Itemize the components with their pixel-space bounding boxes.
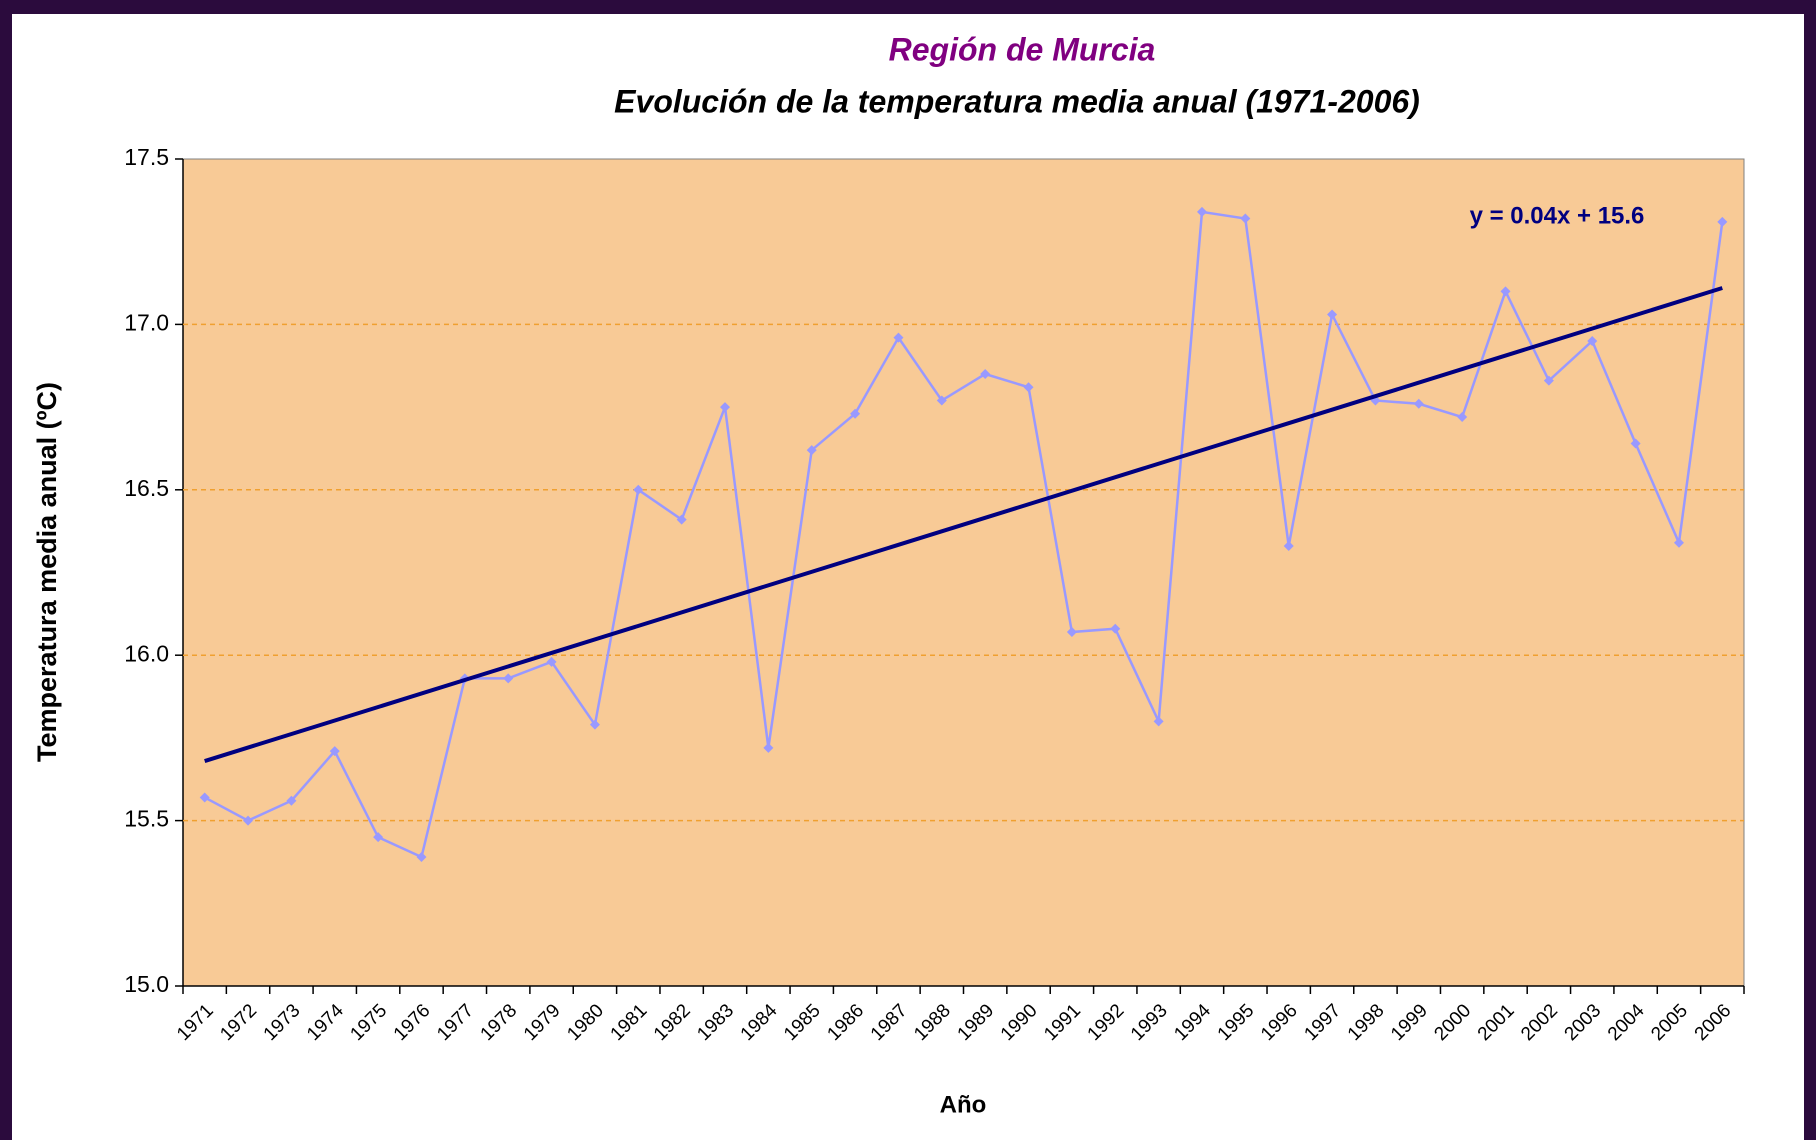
data-point bbox=[1457, 412, 1468, 423]
chart-subtitle: Evolución de la temperatura media anual … bbox=[614, 83, 1420, 119]
data-point bbox=[286, 795, 297, 806]
data-point bbox=[980, 369, 991, 380]
data-point bbox=[1023, 382, 1034, 393]
data-point bbox=[329, 746, 340, 757]
y-tick-label: 16.5 bbox=[124, 475, 169, 501]
data-point bbox=[503, 673, 514, 684]
data-point bbox=[936, 395, 947, 406]
data-point bbox=[589, 719, 600, 730]
data-point bbox=[1500, 286, 1511, 297]
data-point bbox=[1587, 335, 1598, 346]
data-point bbox=[1066, 627, 1077, 638]
trend-label: y = 0.04x + 15.6 bbox=[1470, 202, 1645, 229]
data-point bbox=[373, 832, 384, 843]
y-tick-label: 15.0 bbox=[124, 971, 169, 997]
data-point bbox=[1153, 716, 1164, 727]
data-point bbox=[633, 484, 644, 495]
data-point bbox=[416, 851, 427, 862]
data-point bbox=[720, 402, 731, 413]
y-tick-label: 16.0 bbox=[124, 640, 169, 666]
chart-title: Región de Murcia bbox=[889, 31, 1156, 67]
data-point bbox=[806, 445, 817, 456]
y-tick-label: 15.5 bbox=[124, 806, 169, 832]
data-point bbox=[850, 408, 861, 419]
data-point bbox=[243, 815, 254, 826]
data-point bbox=[1110, 623, 1121, 634]
data-point bbox=[199, 792, 210, 803]
data-point bbox=[1283, 541, 1294, 552]
trend-line bbox=[204, 286, 1723, 763]
data-point bbox=[1673, 537, 1684, 548]
x-axis-title: Año bbox=[940, 1091, 987, 1118]
data-point bbox=[1717, 216, 1728, 227]
data-point bbox=[1543, 375, 1554, 386]
data-point bbox=[1240, 213, 1251, 224]
plot-area bbox=[182, 158, 1745, 987]
data-point bbox=[1630, 438, 1641, 449]
data-point bbox=[676, 514, 687, 525]
data-point bbox=[1196, 206, 1207, 217]
data-point bbox=[546, 656, 557, 667]
data-point bbox=[893, 332, 904, 343]
data-line bbox=[204, 210, 1724, 859]
data-point bbox=[763, 742, 774, 753]
y-tick-label: 17.0 bbox=[124, 309, 169, 335]
data-point bbox=[1413, 398, 1424, 409]
y-tick-label: 17.5 bbox=[124, 144, 169, 170]
data-point bbox=[1327, 309, 1338, 320]
y-axis-title: Temperatura media anual (ºC) bbox=[32, 382, 62, 762]
